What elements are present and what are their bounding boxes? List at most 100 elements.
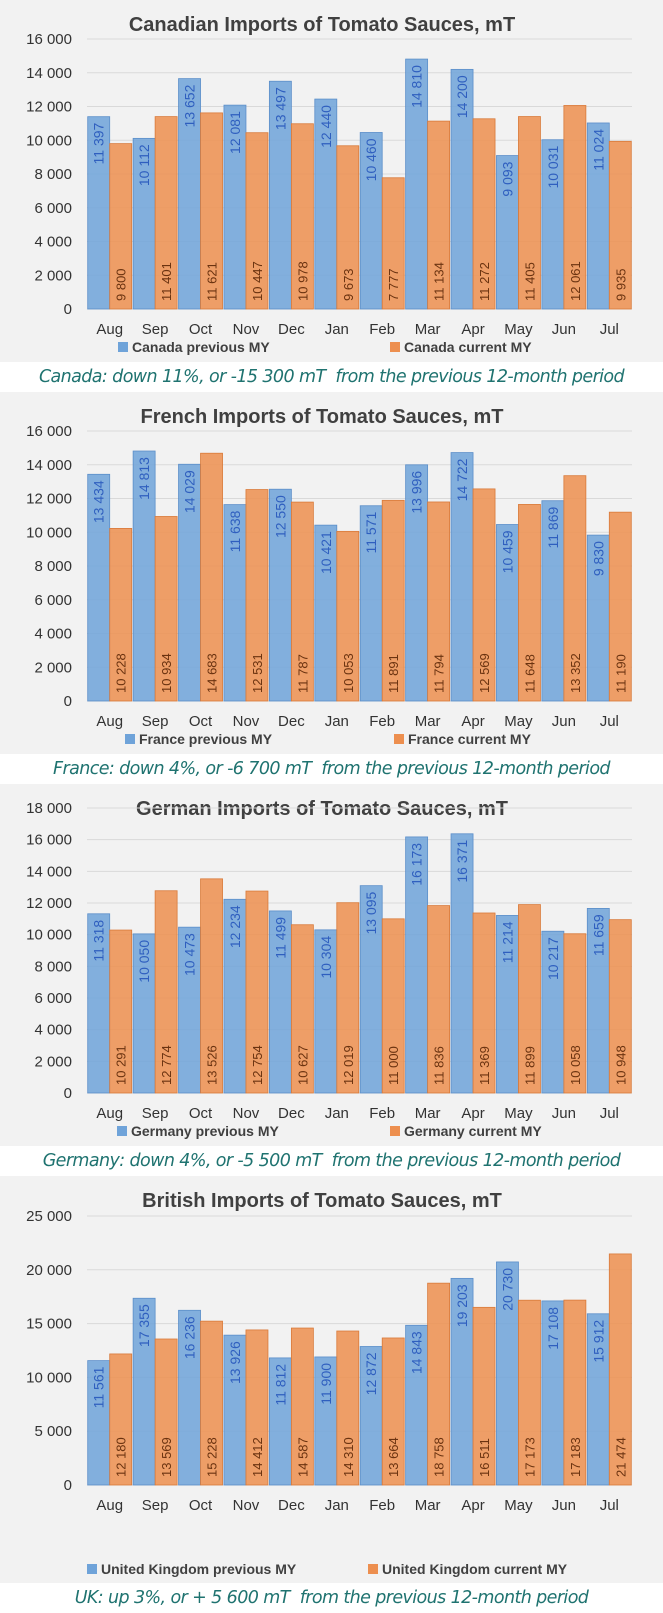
legend-label-current: United Kingdom current MY	[382, 1561, 568, 1577]
legend: Germany previous MY Germany current MY	[117, 1123, 542, 1139]
bar-current	[245, 132, 269, 310]
bar-current	[336, 145, 360, 310]
data-label-previous: 14 813	[136, 457, 152, 500]
y-tick-label: 4 000	[34, 1022, 72, 1039]
bar-current	[245, 890, 269, 1094]
data-label-previous: 10 460	[363, 138, 379, 181]
x-tick-label: Oct	[189, 1497, 213, 1514]
bar-current	[608, 1253, 632, 1486]
data-label-current: 13 664	[386, 1437, 401, 1477]
y-tick-label: 14 000	[26, 457, 72, 474]
data-label-current: 12 754	[250, 1045, 265, 1085]
bar-current	[381, 499, 405, 702]
data-label-previous: 16 236	[182, 1316, 198, 1359]
y-tick-label: 16 000	[26, 832, 72, 849]
bar-current	[154, 890, 178, 1094]
x-tick-label: Feb	[369, 1497, 395, 1514]
y-tick-label: 25 000	[26, 1208, 72, 1225]
bar-current	[109, 929, 133, 1094]
x-tick-label: Apr	[461, 1105, 484, 1122]
x-tick-label: Aug	[96, 1497, 123, 1514]
y-tick-label: 12 000	[26, 491, 72, 508]
x-tick-label: Dec	[278, 713, 305, 730]
legend-label-current: Germany current MY	[404, 1123, 542, 1139]
chart-panel-france: French Imports of Tomato Sauces, mT 0 2 0…	[0, 392, 663, 754]
data-label-current: 18 758	[432, 1437, 447, 1477]
x-tick-label: May	[504, 713, 533, 730]
x-tick-label: Aug	[96, 1105, 123, 1122]
bar-current	[563, 1299, 587, 1486]
x-tick-label: Jun	[552, 1105, 576, 1122]
bar-current	[336, 1330, 360, 1486]
data-label-current: 9 935	[613, 268, 628, 301]
data-label-current: 10 053	[341, 653, 356, 693]
data-label-previous: 9 830	[590, 541, 606, 576]
bar-current	[518, 504, 541, 702]
data-label-previous: 11 499	[272, 917, 288, 959]
legend-swatch-current	[390, 342, 400, 352]
legend: France previous MY France current MY	[125, 731, 532, 747]
legend-swatch-previous	[118, 342, 128, 352]
data-label-previous: 11 571	[363, 512, 379, 554]
bar-current	[290, 123, 314, 310]
bar-current	[608, 140, 632, 310]
x-tick-label: Jun	[552, 1497, 576, 1514]
chart-caption-canada: Canada: down 11%, or -15 300 mT from the…	[0, 362, 663, 392]
data-label-current: 10 447	[250, 261, 265, 301]
x-tick-label: Feb	[369, 713, 395, 730]
data-label-previous: 11 561	[91, 1366, 107, 1408]
y-tick-label: 14 000	[26, 863, 72, 880]
data-label-current: 11 836	[432, 1046, 447, 1085]
x-tick-label: Jul	[600, 1497, 619, 1514]
data-label-current: 10 948	[613, 1045, 628, 1085]
chart-panel-germany: German Imports of Tomato Sauces, mT 0 2 0…	[0, 784, 663, 1146]
data-label-previous: 20 730	[499, 1268, 515, 1311]
data-label-previous: 10 459	[499, 530, 515, 573]
legend-swatch-current	[394, 734, 404, 744]
y-tick-label: 16 000	[26, 423, 72, 440]
y-tick-label: 6 000	[34, 990, 72, 1007]
legend-swatch-previous	[87, 1564, 97, 1574]
chart-title: British Imports of Tomato Sauces, mT	[142, 1190, 502, 1212]
chart-france: French Imports of Tomato Sauces, mT 0 2 0…	[26, 406, 632, 747]
x-tick-label: Jan	[325, 1105, 349, 1122]
data-label-current: 13 526	[205, 1045, 220, 1085]
data-label-current: 12 019	[341, 1045, 356, 1085]
y-tick-label: 2 000	[34, 1053, 72, 1070]
data-label-previous: 10 217	[545, 937, 561, 980]
bar-current	[381, 1337, 405, 1486]
x-tick-label: Mar	[415, 1497, 441, 1514]
bar-current	[109, 1353, 133, 1486]
data-label-previous: 15 912	[590, 1320, 606, 1363]
data-label-current: 11 648	[522, 654, 537, 693]
data-label-previous: 11 869	[545, 506, 561, 548]
data-label-previous: 12 081	[227, 111, 243, 154]
data-label-previous: 19 203	[454, 1284, 470, 1327]
legend-label-previous: Germany previous MY	[131, 1123, 279, 1139]
bar-current	[154, 116, 178, 310]
data-label-previous: 16 173	[409, 843, 425, 886]
data-label-previous: 16 371	[454, 840, 470, 883]
data-label-previous: 10 031	[545, 146, 561, 189]
y-tick-label: 10 000	[26, 1369, 72, 1386]
data-label-current: 10 291	[114, 1045, 129, 1085]
y-tick-label: 12 000	[26, 99, 72, 116]
bar-current	[381, 177, 405, 310]
data-label-current: 17 173	[522, 1437, 537, 1477]
x-tick-label: Feb	[369, 1105, 395, 1122]
data-label-current: 11 190	[613, 654, 628, 693]
y-tick-label: 10 000	[26, 927, 72, 944]
data-label-previous: 17 355	[136, 1304, 152, 1347]
y-tick-label: 0	[64, 301, 72, 318]
bar-current	[472, 1306, 496, 1486]
x-tick-label: Jan	[325, 321, 349, 338]
y-tick-label: 8 000	[34, 958, 72, 975]
data-label-current: 15 228	[205, 1437, 220, 1477]
bar-current	[200, 878, 223, 1094]
chart-title: French Imports of Tomato Sauces, mT	[140, 406, 503, 428]
x-tick-label: Dec	[278, 1105, 305, 1122]
chart-canada: Canadian Imports of Tomato Sauces, mT 0 2…	[26, 14, 632, 355]
bar-current	[290, 501, 314, 702]
x-tick-label: Feb	[369, 321, 395, 338]
x-tick-label: Jun	[552, 713, 576, 730]
